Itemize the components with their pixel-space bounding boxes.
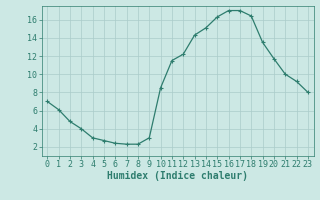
X-axis label: Humidex (Indice chaleur): Humidex (Indice chaleur) — [107, 171, 248, 181]
